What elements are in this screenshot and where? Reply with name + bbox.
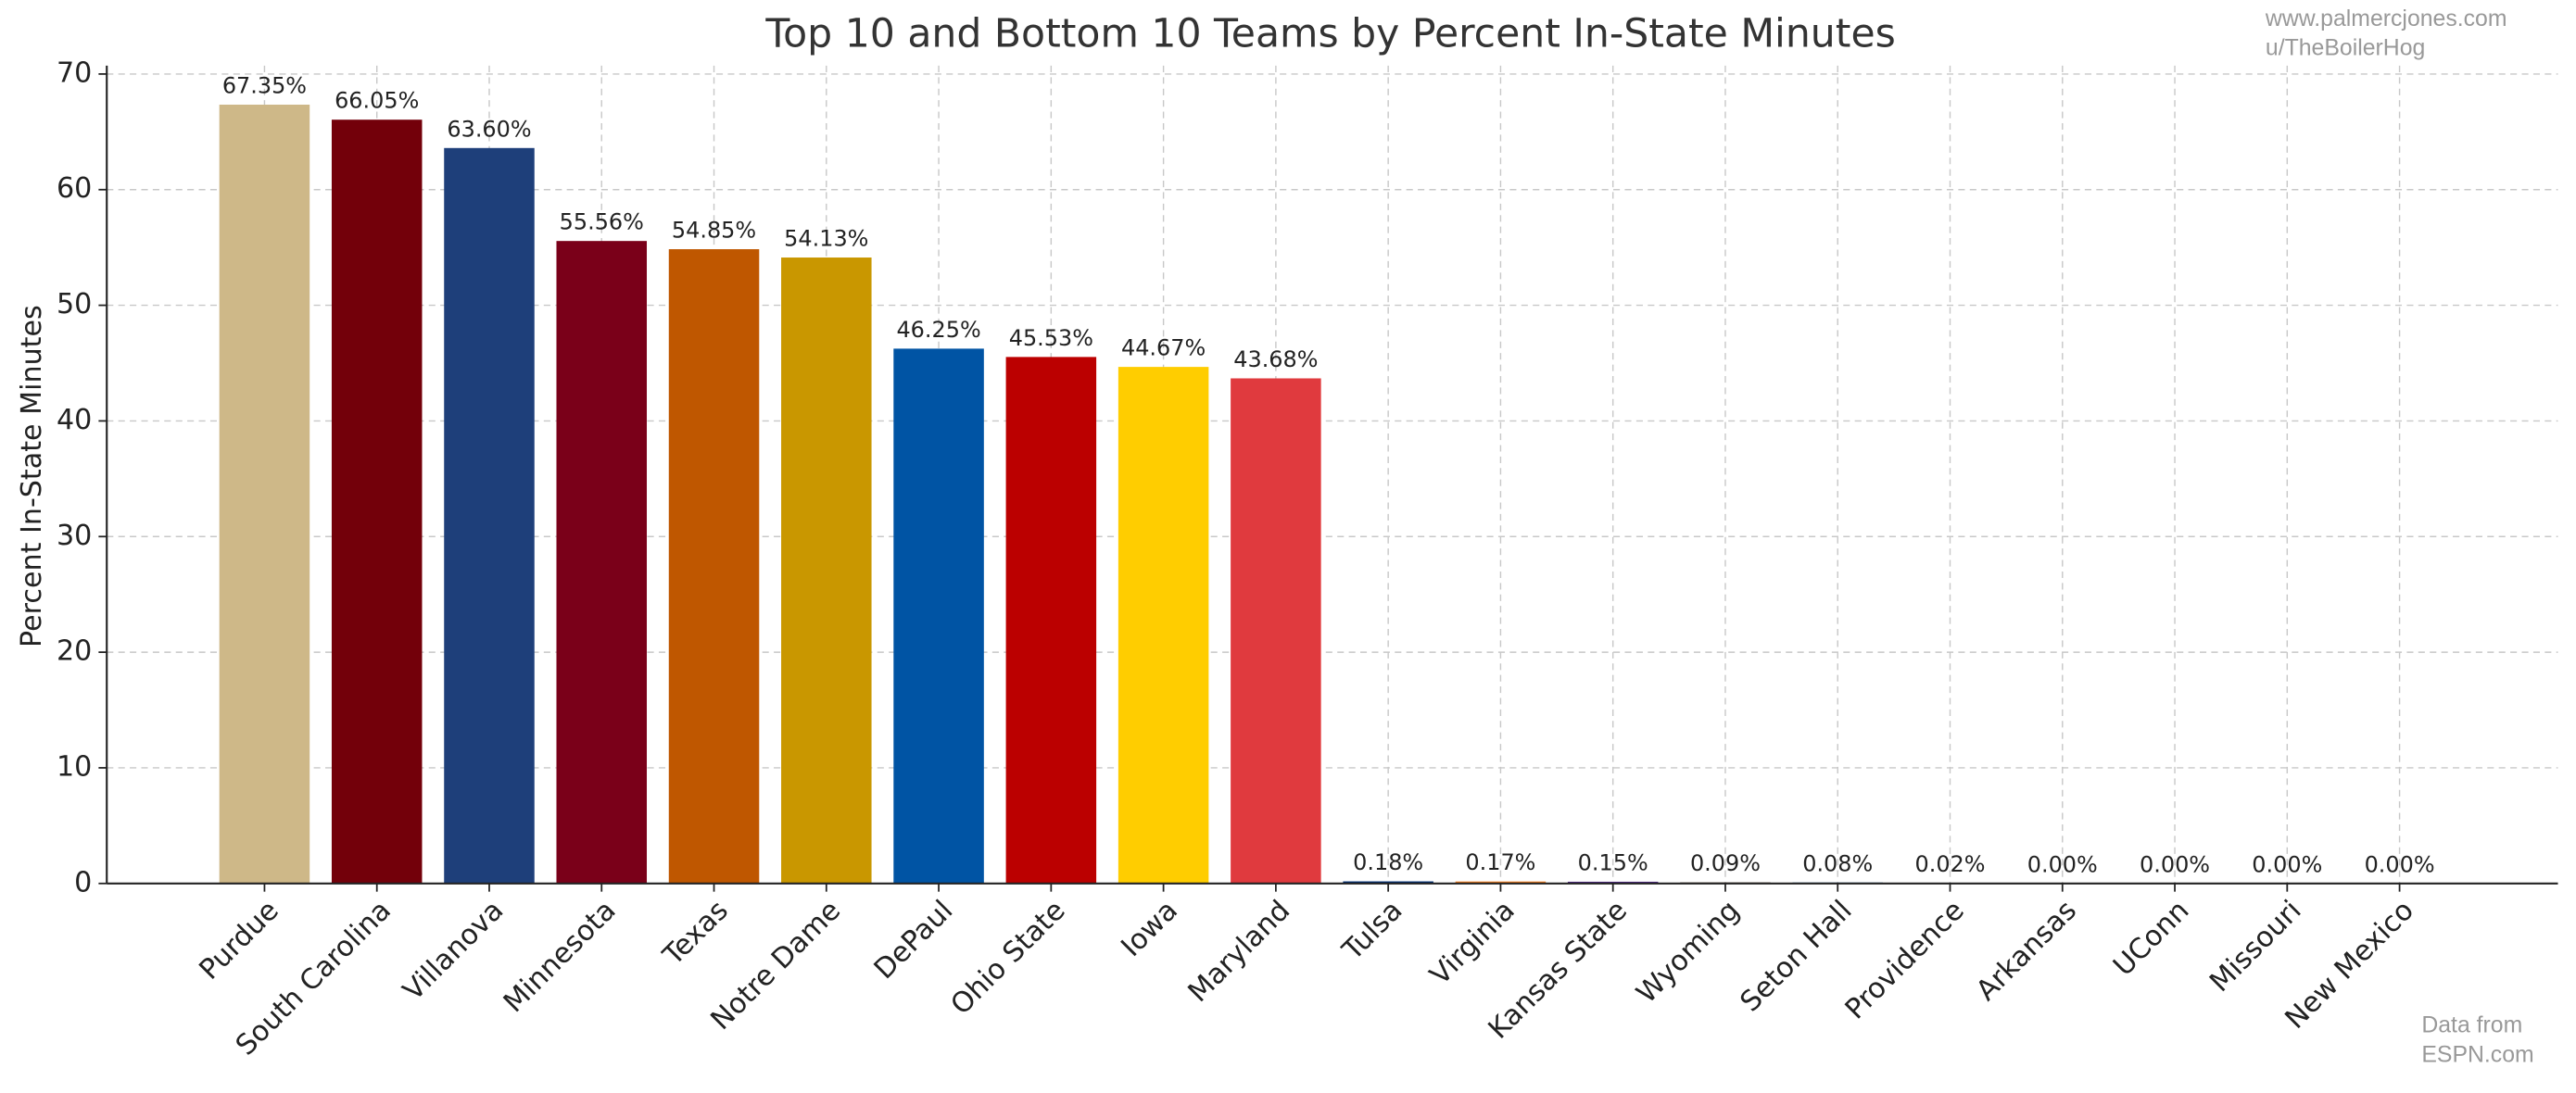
value-label: 45.53% [1009, 325, 1093, 351]
x-tick-label: Wyoming [1630, 895, 1746, 1011]
bar [1343, 881, 1433, 884]
x-tick-label: Missouri [2203, 895, 2307, 999]
x-tick-label: Ohio State [945, 895, 1072, 1022]
value-label: 54.85% [672, 218, 756, 244]
y-tick-label: 70 [57, 57, 92, 89]
y-axis-label: Percent In-State Minutes [16, 305, 48, 647]
x-tick-label: Villanova [397, 895, 510, 1008]
x-tick-label: Tulsa [1336, 895, 1409, 968]
bar [556, 241, 648, 884]
source: ESPN.com [2421, 1042, 2533, 1067]
x-tick-label: Virginia [1424, 895, 1522, 992]
bar [331, 119, 423, 884]
x-tick-label: Seton Hall [1735, 895, 1859, 1019]
x-tick-label: Providence [1839, 895, 1971, 1026]
credit: www.palmercjones.com [2265, 6, 2507, 31]
chart-title: Top 10 and Bottom 10 Teams by Percent In… [764, 12, 1895, 57]
bar [781, 258, 872, 884]
value-label: 66.05% [335, 88, 419, 114]
y-tick-label: 10 [57, 750, 92, 783]
y-tick-label: 0 [74, 866, 92, 898]
value-label: 63.60% [447, 116, 531, 142]
y-tick-label: 60 [57, 172, 92, 205]
source: Data from [2421, 1013, 2522, 1038]
bar [444, 147, 535, 884]
value-label: 0.15% [1578, 849, 1648, 875]
value-label: 46.25% [896, 317, 980, 343]
x-tick-label: UConn [2107, 895, 2195, 983]
x-tick-label: Texas [656, 895, 734, 973]
value-label: 44.67% [1121, 335, 1206, 361]
bar [1005, 357, 1097, 884]
value-label: 67.35% [222, 72, 307, 98]
y-tick-label: 50 [57, 288, 92, 320]
value-label: 0.08% [1802, 850, 1873, 876]
value-label: 43.68% [1233, 346, 1318, 372]
x-tick-label: Maryland [1182, 895, 1297, 1010]
value-label: 0.00% [2140, 851, 2210, 877]
bar [219, 104, 310, 884]
y-tick-label: 20 [57, 635, 92, 668]
credit: u/TheBoilerHog [2266, 36, 2425, 61]
x-tick-label: DePaul [868, 895, 960, 986]
x-tick-label: Minnesota [498, 895, 623, 1020]
value-label: 0.00% [2252, 851, 2322, 877]
value-label: 0.09% [1690, 850, 1761, 876]
value-label: 0.18% [1353, 849, 1423, 875]
value-label: 0.02% [1915, 851, 1986, 877]
y-tick-label: 30 [57, 520, 92, 552]
x-tick-label: Iowa [1115, 895, 1184, 964]
value-label: 0.17% [1465, 849, 1535, 875]
value-label: 0.00% [2365, 851, 2435, 877]
bar [668, 249, 760, 884]
x-tick-label: Arkansas [1970, 895, 2083, 1008]
bar [893, 348, 984, 884]
value-label: 54.13% [784, 226, 868, 252]
y-tick-label: 40 [57, 404, 92, 436]
value-label: 0.00% [2027, 851, 2098, 877]
value-label: 55.56% [560, 209, 644, 235]
bar [1118, 367, 1209, 884]
x-tick-label: Purdue [194, 895, 285, 986]
bar [1231, 378, 1321, 884]
